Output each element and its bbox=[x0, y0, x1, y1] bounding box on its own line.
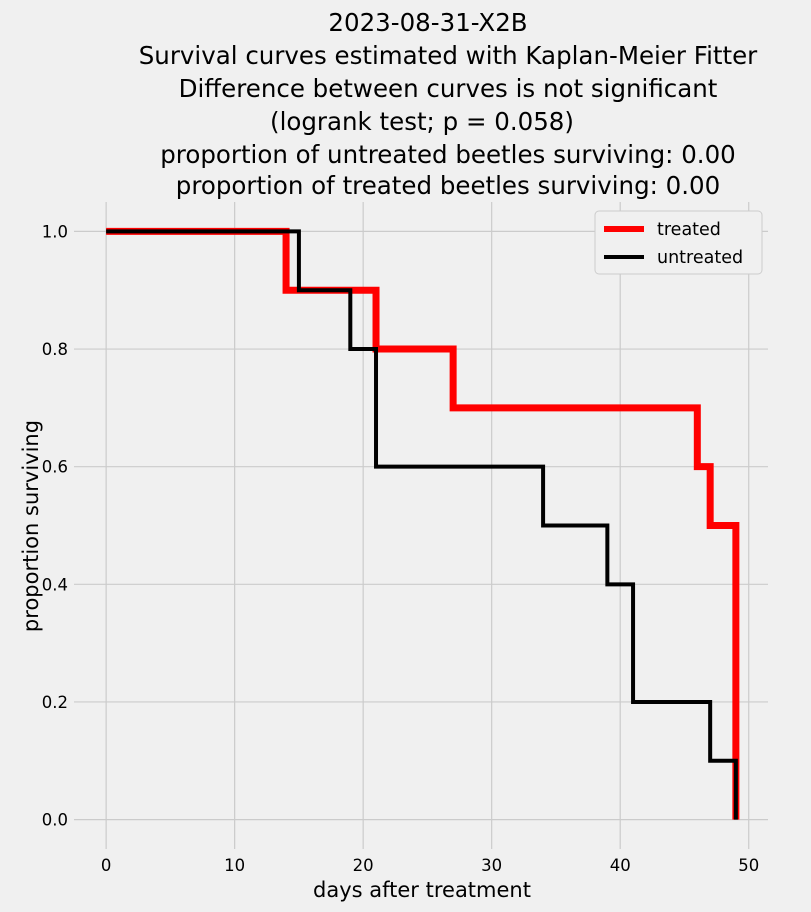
x-axis-label: days after treatment bbox=[313, 878, 531, 902]
title-line-2: Survival curves estimated with Kaplan-Me… bbox=[139, 41, 758, 70]
x-tick-label: 30 bbox=[481, 856, 502, 875]
title-line-3: Difference between curves is not signifi… bbox=[179, 74, 718, 103]
x-tick-labels: 0 10 20 30 40 50 bbox=[101, 856, 759, 875]
title-line-1: 2023-08-31-X2B bbox=[328, 8, 527, 37]
x-tick-label: 20 bbox=[353, 856, 374, 875]
title-line-6: proportion of treated beetles surviving:… bbox=[176, 171, 720, 200]
chart-title: 2023-08-31-X2B Survival curves estimated… bbox=[139, 8, 758, 200]
legend-label-treated: treated bbox=[657, 220, 721, 240]
title-line-5: proportion of untreated beetles survivin… bbox=[160, 140, 736, 169]
y-tick-label: 0.6 bbox=[42, 458, 68, 477]
y-tick-label: 1.0 bbox=[42, 222, 68, 241]
y-tick-label: 0.0 bbox=[42, 811, 68, 830]
legend: treated untreated bbox=[594, 210, 763, 275]
y-axis-label: proportion surviving bbox=[19, 420, 43, 632]
x-tick-label: 50 bbox=[738, 856, 759, 875]
x-tick-label: 40 bbox=[610, 856, 631, 875]
y-tick-label: 0.4 bbox=[42, 575, 68, 594]
x-tick-label: 10 bbox=[224, 856, 245, 875]
title-line-4: (logrank test; p = 0.058) bbox=[270, 107, 574, 136]
y-tick-label: 0.2 bbox=[42, 693, 68, 712]
legend-label-untreated: untreated bbox=[657, 248, 743, 268]
series-lines bbox=[106, 227, 740, 820]
series-line-treated bbox=[106, 227, 740, 820]
x-tick-label: 0 bbox=[101, 856, 112, 875]
y-tick-label: 0.8 bbox=[42, 340, 68, 359]
y-tick-labels: 0.0 0.2 0.4 0.6 0.8 1.0 bbox=[42, 222, 68, 829]
grid-lines bbox=[74, 202, 768, 849]
series-line-untreated bbox=[106, 229, 738, 820]
